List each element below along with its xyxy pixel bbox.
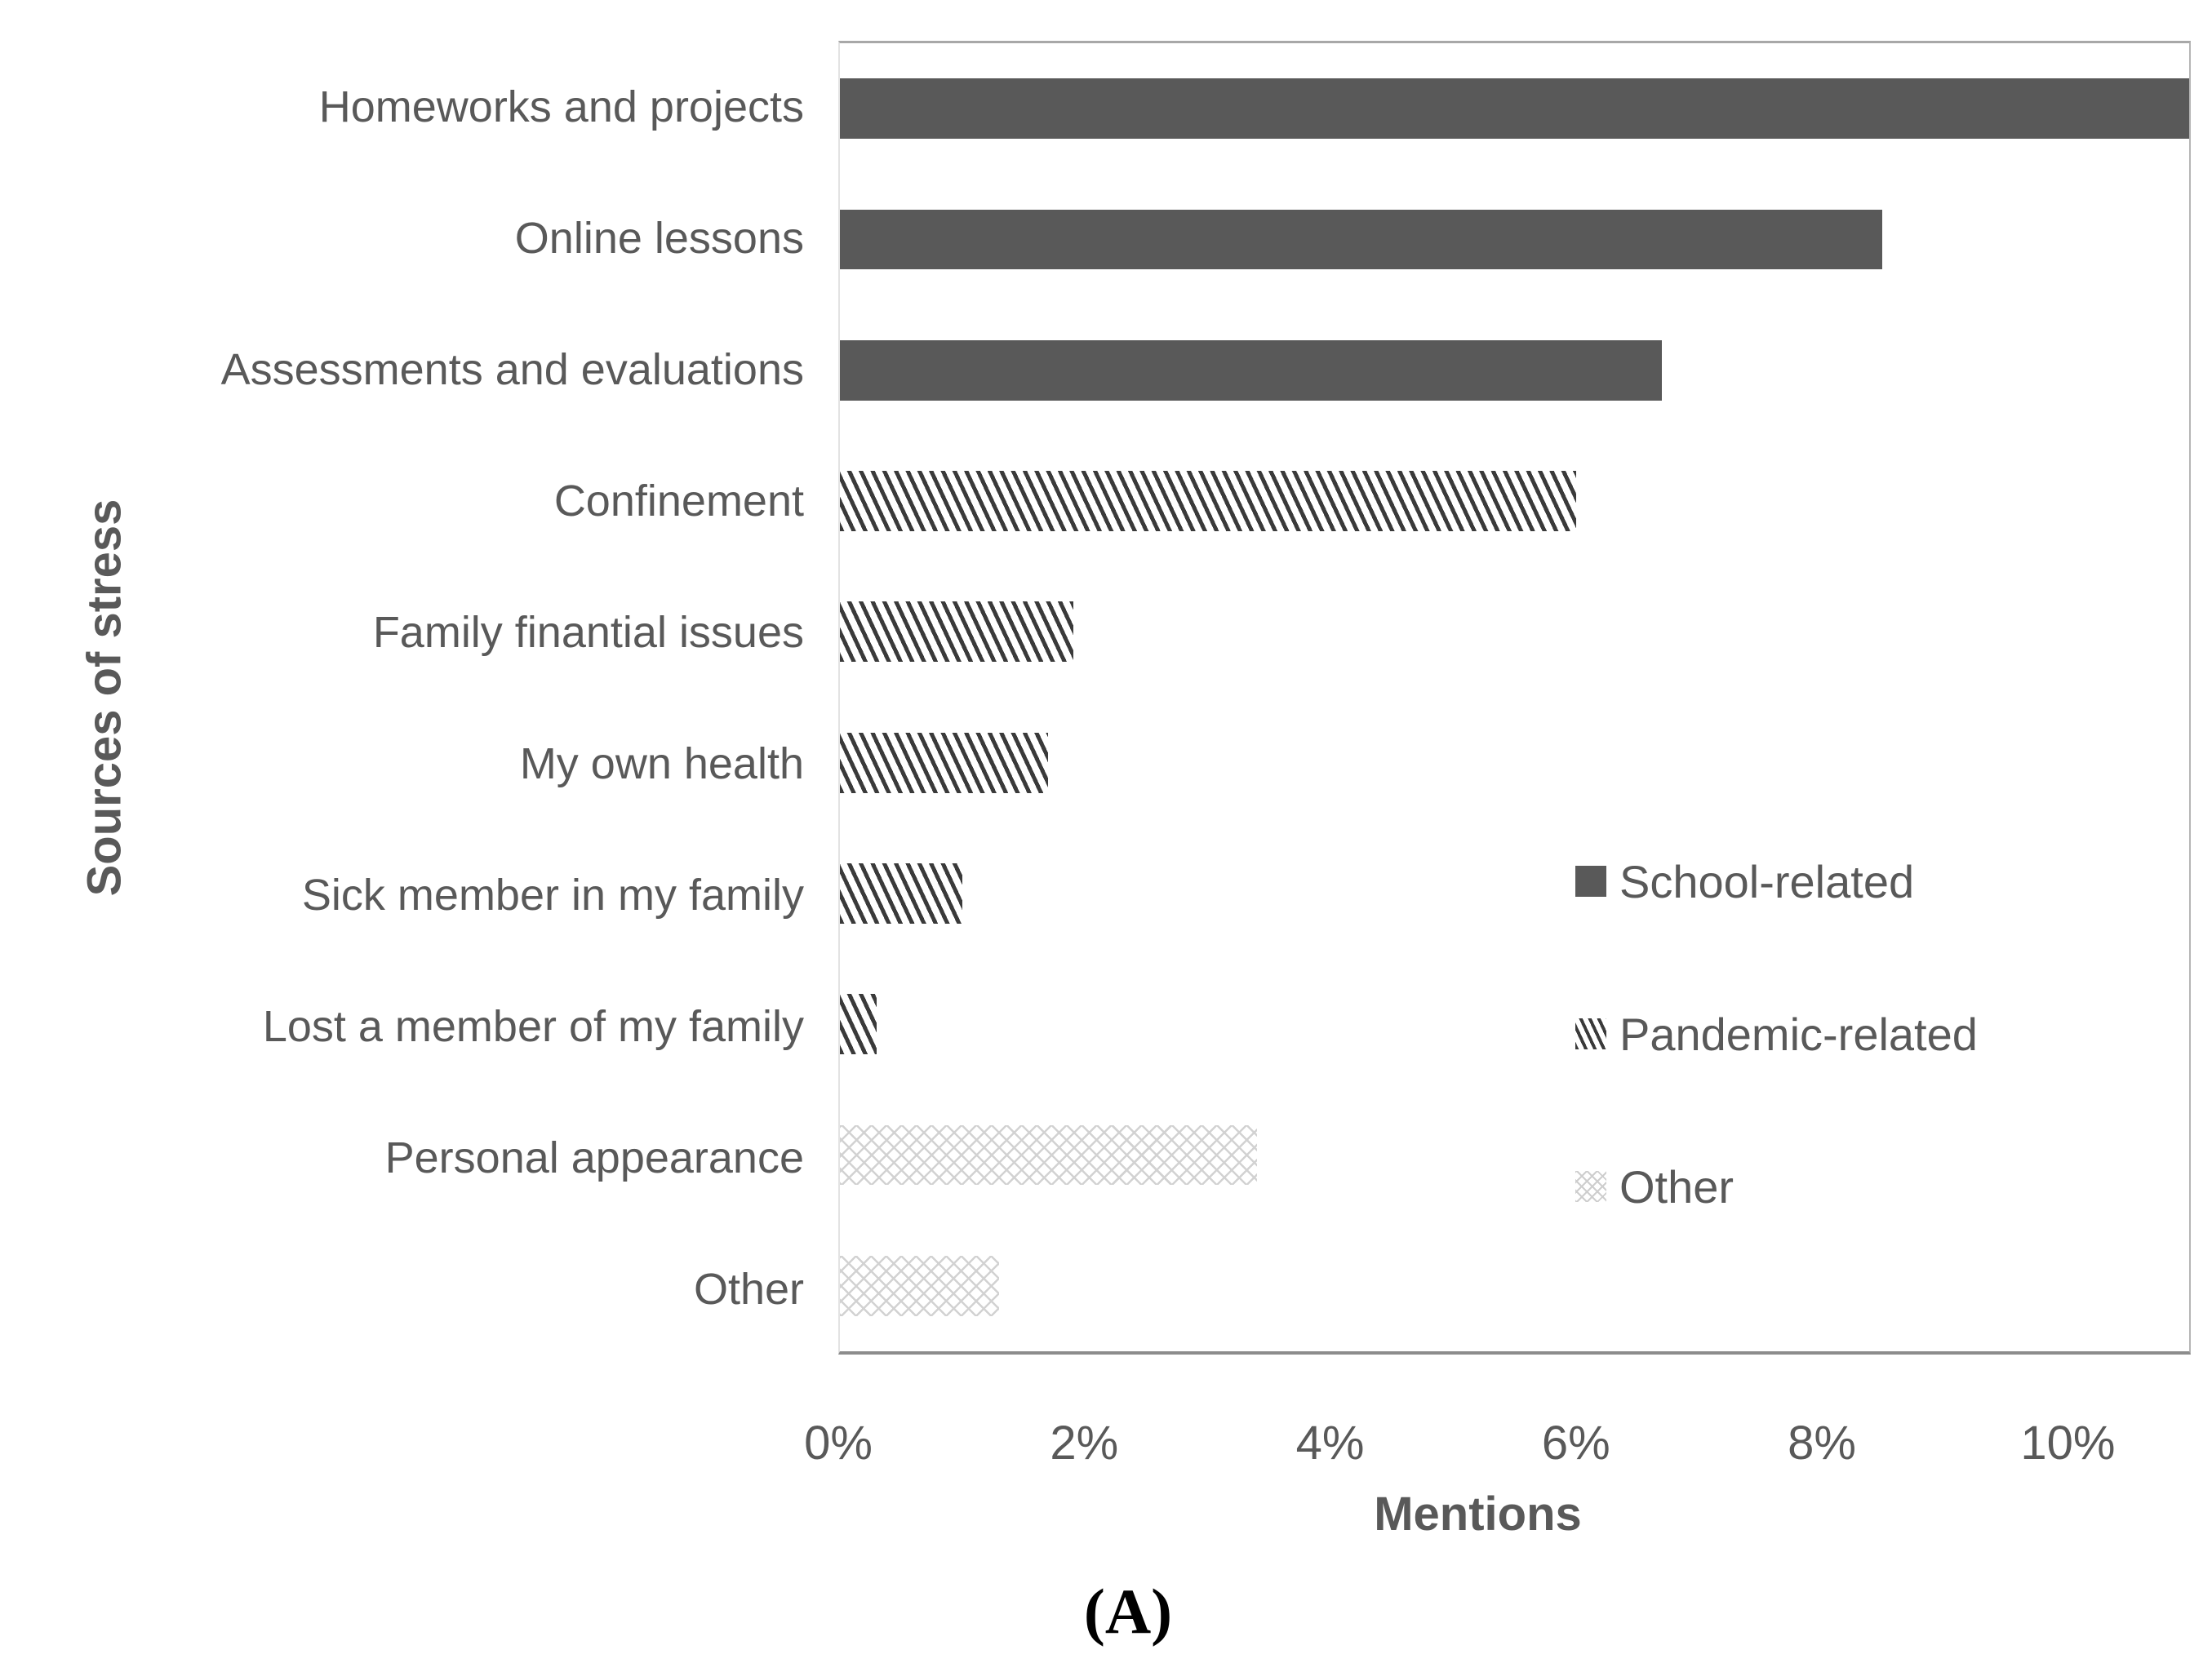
- category-label: Personal appearance: [384, 1133, 804, 1182]
- legend-label: School-related: [1619, 855, 1915, 907]
- category-label: Family finantial issues: [372, 607, 804, 657]
- x-tick-label: 0%: [804, 1417, 873, 1470]
- bar: [840, 732, 1049, 793]
- bar: [840, 78, 2189, 140]
- bar-row: [840, 828, 2189, 959]
- bar: [840, 209, 1883, 270]
- category-label: Confinement: [553, 476, 804, 526]
- bar: [840, 994, 877, 1055]
- legend-label: Pandemic-related: [1619, 1008, 1978, 1060]
- bar-row: [840, 174, 2189, 304]
- category-label: Assessments and evaluations: [220, 344, 804, 394]
- x-tick-label: 8%: [1788, 1417, 1856, 1470]
- bar-row: [840, 436, 2189, 566]
- category-label: Homeworks and projects: [318, 82, 804, 131]
- x-tick-label: 2%: [1050, 1417, 1119, 1470]
- x-axis-ticks: 0% 2% 4% 6% 8% 10%: [804, 1416, 2191, 1473]
- legend: School-related Pandemic-related Other: [1575, 849, 1978, 1219]
- bar-row: [840, 1221, 2189, 1351]
- bar: [840, 339, 1662, 401]
- legend-marker-solid-icon: [1575, 866, 1606, 897]
- legend-item: Other: [1575, 1154, 1978, 1219]
- category-label: Online lessons: [514, 213, 804, 263]
- category-label: Other: [693, 1264, 804, 1314]
- legend-marker-diagonal-hatch-icon: [1575, 1018, 1606, 1049]
- category-label: My own health: [519, 738, 804, 788]
- category-label: Lost a member of my family: [262, 1001, 804, 1051]
- plot-area: [838, 41, 2191, 1355]
- legend-item: School-related: [1575, 849, 1978, 914]
- bar-row: [840, 566, 2189, 697]
- figure-caption: (A): [1083, 1576, 1173, 1647]
- category-labels: Homeworks and projects Online lessons Asse…: [0, 41, 804, 1355]
- bar-row: [840, 697, 2189, 827]
- category-label: Sick member in my family: [301, 870, 804, 920]
- bar-row: [840, 1089, 2189, 1220]
- x-axis-title: Mentions: [1374, 1488, 1582, 1541]
- bar: [840, 471, 1576, 531]
- bar: [840, 1255, 1000, 1316]
- x-tick-label: 6%: [1541, 1417, 1610, 1470]
- x-tick-label: 10%: [2020, 1417, 2116, 1470]
- bar: [840, 601, 1073, 663]
- bar: [840, 1124, 1257, 1186]
- legend-label: Other: [1619, 1160, 1735, 1213]
- legend-marker-light-crosshatch-icon: [1575, 1171, 1606, 1202]
- bar: [840, 863, 963, 924]
- bar-row: [840, 43, 2189, 174]
- x-tick-label: 4%: [1295, 1417, 1365, 1470]
- legend-item: Pandemic-related: [1575, 1001, 1978, 1067]
- bar-row: [840, 305, 2189, 436]
- bar-row: [840, 959, 2189, 1089]
